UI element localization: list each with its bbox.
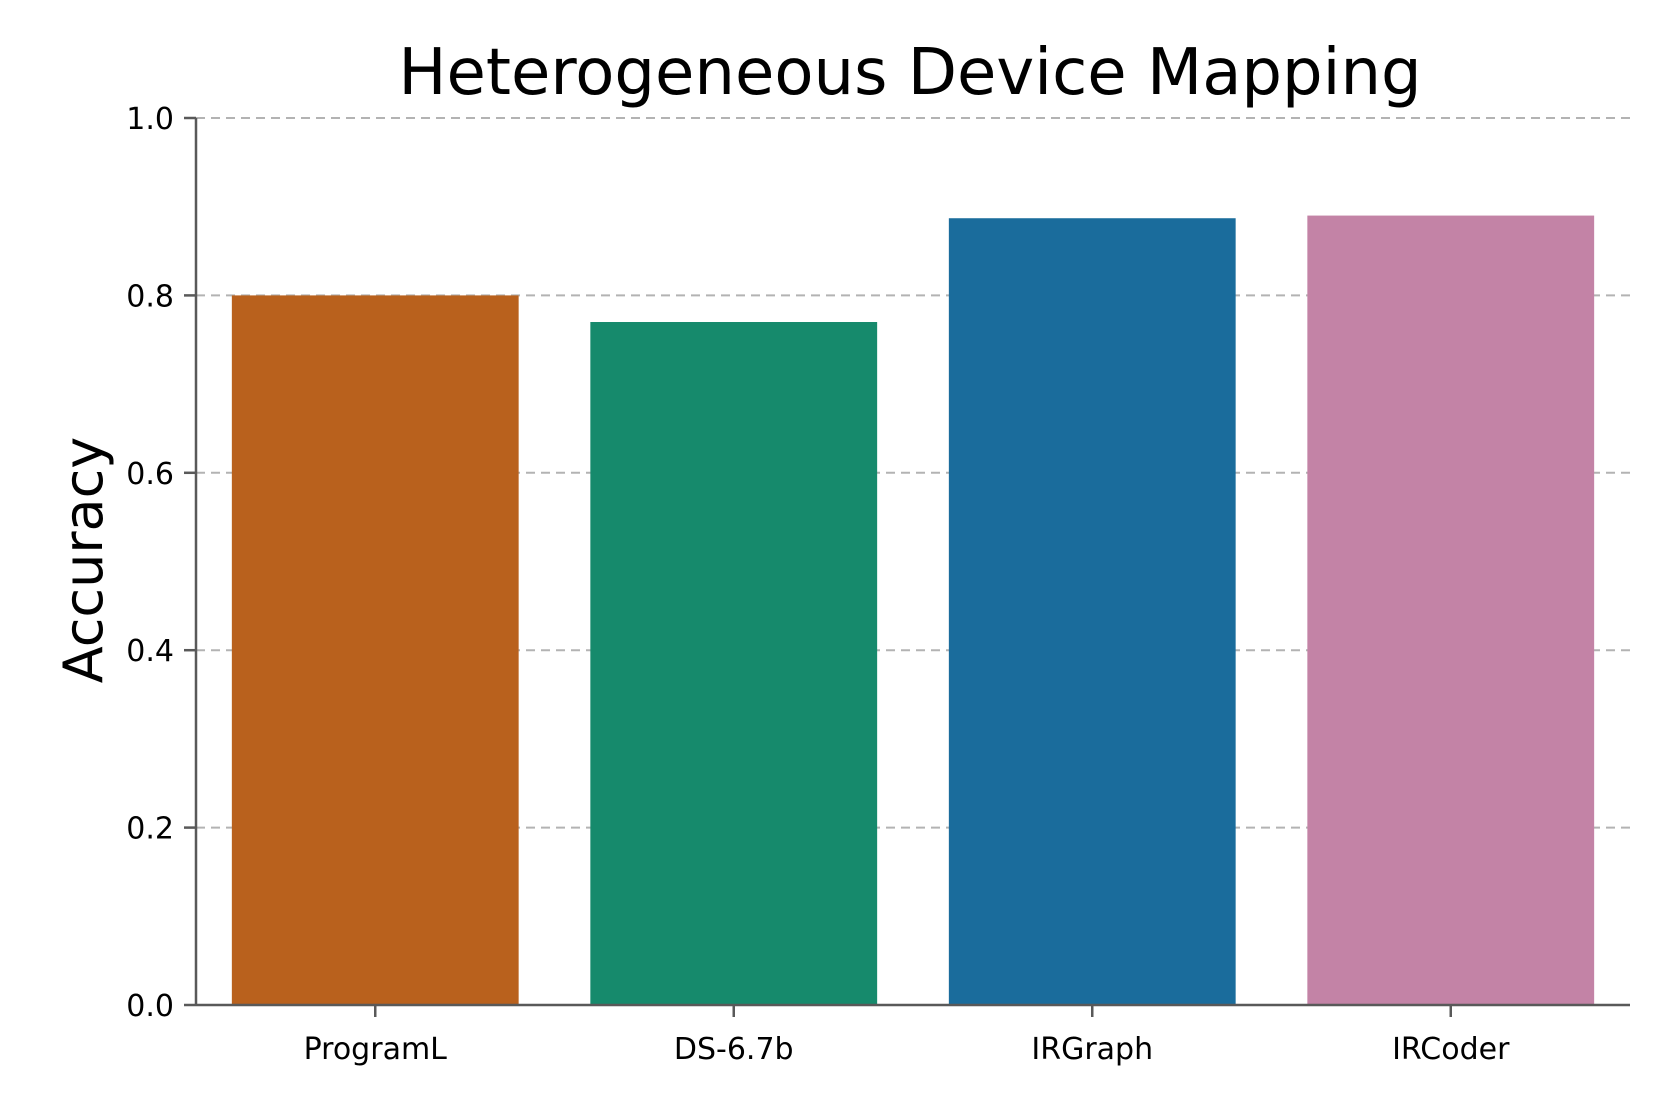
y-axis-ticks: 0.0 0.2 0.4 0.6 0.8 1.0 [126,102,196,1024]
y-tick-label: 0.2 [126,812,174,847]
x-tick-label: ProgramL [304,1032,448,1067]
x-tick-label: IRCoder [1392,1032,1510,1067]
y-tick-label: 0.4 [126,634,174,669]
y-tick-label: 0.0 [126,989,174,1024]
y-tick-label: 1.0 [126,102,174,137]
chart-title: Heterogeneous Device Mapping [398,36,1421,110]
y-tick-label: 0.8 [126,279,174,314]
bar-ds-6-7b [590,322,878,1005]
x-axis-ticks: ProgramL DS-6.7b IRGraph IRCoder [304,1005,1510,1067]
bar-irgraph [948,218,1236,1005]
bars [231,215,1595,1005]
bar-ircoder [1307,215,1595,1005]
bar-programl [231,295,519,1005]
y-axis-label: Accuracy [52,437,115,684]
axes [194,118,1630,1007]
x-tick-label: IRGraph [1031,1032,1153,1067]
x-tick-label: DS-6.7b [674,1032,794,1067]
y-tick-label: 0.6 [126,457,174,492]
